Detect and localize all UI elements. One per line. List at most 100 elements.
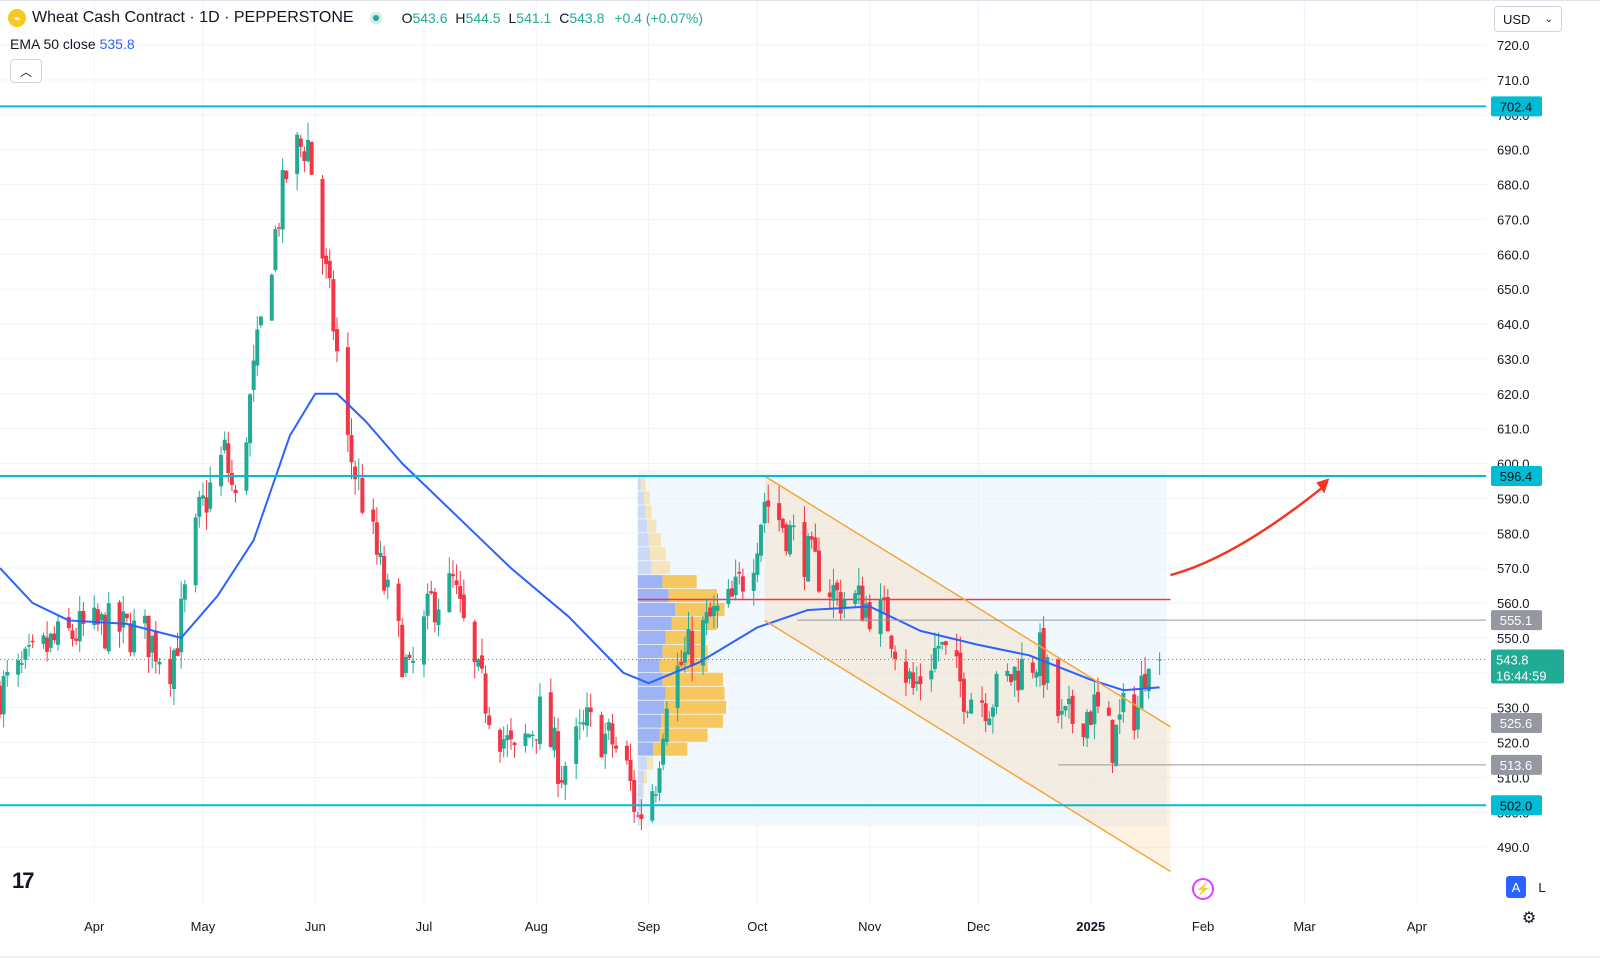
candle-body bbox=[1132, 694, 1137, 731]
candle-body bbox=[403, 656, 408, 674]
candle-body bbox=[932, 648, 937, 670]
auto-scale-button[interactable]: A bbox=[1506, 876, 1526, 898]
candle-body bbox=[1019, 658, 1024, 690]
currency-select[interactable]: USD ⌄ bbox=[1494, 6, 1562, 32]
lightning-icon[interactable]: ⚡ bbox=[1192, 878, 1214, 900]
candle-body bbox=[1056, 659, 1061, 717]
log-scale-button[interactable]: L bbox=[1538, 879, 1546, 895]
candle-body bbox=[74, 638, 79, 641]
change-value: +0.4 (+0.07%) bbox=[614, 10, 704, 26]
ema-label: EMA 50 close bbox=[10, 36, 96, 52]
candle-body bbox=[777, 503, 782, 521]
volume-profile-bin-buy bbox=[637, 644, 663, 658]
price-axis-tick-label: 650.0 bbox=[1497, 282, 1530, 297]
candle-body bbox=[371, 509, 376, 522]
candle-body bbox=[657, 768, 662, 793]
high-label: H bbox=[455, 10, 466, 26]
price-axis-tick-label: 570.0 bbox=[1497, 561, 1530, 576]
candle-body bbox=[784, 524, 789, 552]
candle-body bbox=[639, 814, 644, 819]
time-axis-tick-label: Jul bbox=[416, 919, 433, 934]
price-axis-tick-label: 520.0 bbox=[1497, 736, 1530, 751]
ema-legend[interactable]: EMA 50 close 535.8 bbox=[10, 36, 135, 52]
current-price-tag: 543.8 bbox=[1496, 652, 1529, 667]
candle-body bbox=[1070, 695, 1075, 725]
candle-body bbox=[628, 759, 633, 782]
candle-body bbox=[132, 620, 137, 653]
volume-profile-bin-sell bbox=[665, 686, 725, 700]
candle-body bbox=[1106, 707, 1111, 716]
candle-body bbox=[606, 722, 611, 731]
candle-body bbox=[936, 645, 941, 649]
candle-body bbox=[106, 603, 111, 652]
tradingview-logo-icon[interactable]: 17 bbox=[12, 868, 35, 893]
volume-profile-bin-buy bbox=[637, 714, 662, 728]
candle-body bbox=[661, 738, 666, 765]
candle-body bbox=[969, 699, 974, 714]
candle-body bbox=[103, 614, 108, 649]
time-axis-tick-label: Aug bbox=[525, 919, 548, 934]
channel-upper-line bbox=[764, 475, 1171, 728]
candle-body bbox=[664, 708, 669, 742]
candle-body bbox=[940, 641, 945, 645]
volume-profile-bin-buy bbox=[637, 756, 648, 770]
volume-profile-bin-sell bbox=[643, 491, 651, 505]
candle-body bbox=[715, 605, 720, 611]
projection-arrow-head bbox=[1316, 478, 1330, 494]
candle-body bbox=[610, 723, 615, 745]
candle-body bbox=[581, 722, 586, 725]
candle-body bbox=[740, 576, 745, 592]
candle-body bbox=[686, 629, 691, 655]
candle-body bbox=[153, 630, 158, 662]
candle-body bbox=[258, 316, 263, 326]
volume-profile-bin-buy bbox=[637, 616, 672, 631]
candle-body bbox=[527, 734, 532, 738]
volume-profile-bin-buy bbox=[637, 477, 641, 491]
candle-body bbox=[780, 518, 785, 528]
candle-body bbox=[150, 635, 155, 653]
collapse-legend-button[interactable]: ︿ bbox=[10, 59, 42, 83]
candle-body bbox=[1085, 711, 1090, 739]
candle-body bbox=[193, 517, 198, 586]
candle-body bbox=[1110, 719, 1115, 763]
candle-body bbox=[1016, 670, 1021, 691]
candle-body bbox=[675, 665, 680, 708]
candle-body bbox=[498, 729, 503, 752]
candle-body bbox=[1117, 714, 1122, 720]
candle-body bbox=[889, 635, 894, 649]
candle-body bbox=[730, 588, 734, 597]
time-axis-tick-label: Sep bbox=[637, 919, 660, 934]
candle-body bbox=[853, 593, 858, 604]
channel-lower-line bbox=[764, 619, 1171, 873]
price-axis-tick-label: 560.0 bbox=[1497, 596, 1530, 611]
market-status-icon bbox=[369, 12, 382, 24]
candle-body bbox=[320, 179, 325, 259]
volume-profile-bin-sell bbox=[642, 784, 644, 798]
candle-body bbox=[309, 141, 314, 175]
volume-profile-bin-buy bbox=[637, 547, 651, 561]
symbol-title[interactable]: Wheat Cash Contract · 1D · PEPPERSTONE bbox=[32, 9, 354, 26]
currency-label: USD bbox=[1503, 11, 1531, 27]
gear-icon[interactable]: ⚙ bbox=[1521, 910, 1537, 927]
marker-price-tag-bg bbox=[1491, 610, 1542, 631]
candle-body bbox=[653, 794, 658, 796]
volume-profile-bin-buy bbox=[637, 603, 675, 617]
candle-body bbox=[349, 435, 354, 463]
open-value: 543.6 bbox=[412, 10, 448, 26]
candle-body bbox=[733, 576, 738, 596]
candle-body bbox=[827, 592, 832, 598]
candle-body bbox=[577, 722, 582, 724]
candle-body bbox=[534, 739, 539, 741]
candle-body bbox=[233, 489, 238, 494]
candle-body bbox=[1009, 674, 1014, 683]
candle-body bbox=[802, 522, 807, 577]
candle-body bbox=[476, 659, 481, 667]
wheat-icon: ⌁ bbox=[8, 9, 26, 27]
candle-body bbox=[251, 360, 256, 390]
candle-body bbox=[1, 676, 6, 715]
candle-body bbox=[599, 714, 604, 758]
low-label: L bbox=[508, 10, 517, 26]
candle-body bbox=[331, 279, 336, 332]
close-value: 543.8 bbox=[569, 10, 605, 26]
